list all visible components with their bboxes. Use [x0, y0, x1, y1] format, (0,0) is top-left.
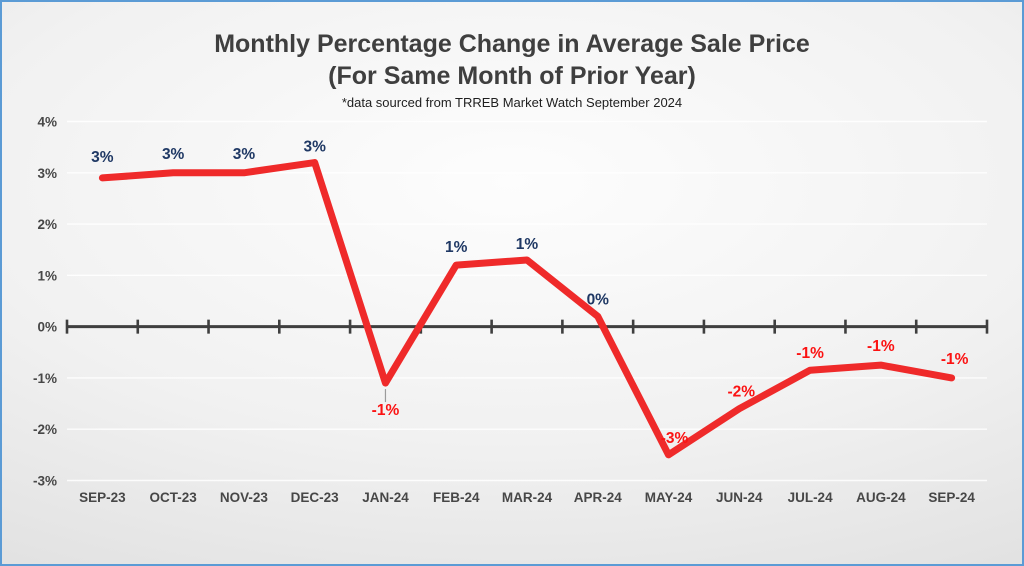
x-axis-label-JUN-24: JUN-24	[716, 490, 763, 505]
data-label-AUG-24: -1%	[867, 338, 895, 355]
x-axis-label-JAN-24: JAN-24	[362, 490, 409, 505]
y-axis-label-3%: 3%	[37, 166, 57, 181]
x-axis-label-AUG-24: AUG-24	[856, 490, 906, 505]
x-axis-label-MAY-24: MAY-24	[645, 490, 693, 505]
x-axis-label-SEP-24: SEP-24	[928, 490, 975, 505]
data-label-JAN-24: -1%	[372, 402, 400, 419]
data-label-DEC-23: 3%	[303, 139, 326, 156]
data-label-NOV-23: 3%	[233, 146, 256, 163]
y-axis-label--3%: -3%	[33, 474, 57, 489]
series-line	[98, 159, 956, 459]
y-axis-label-4%: 4%	[37, 115, 57, 130]
data-label-APR-24: 0%	[587, 291, 610, 308]
data-label-MAR-24: 1%	[516, 236, 539, 253]
data-label-JUN-24: -2%	[728, 384, 756, 401]
y-axis-label--2%: -2%	[33, 422, 57, 437]
y-axis-label-1%: 1%	[37, 268, 57, 283]
data-label-OCT-23: 3%	[162, 146, 185, 163]
x-axis-label-FEB-24: FEB-24	[433, 490, 480, 505]
data-label-SEP-24: -1%	[941, 351, 969, 368]
data-label-JUL-24: -1%	[796, 345, 824, 362]
y-axis-label-2%: 2%	[37, 217, 57, 232]
x-axis-label-APR-24: APR-24	[574, 490, 623, 505]
y-axis-label--1%: -1%	[33, 371, 57, 386]
x-axis-label-JUL-24: JUL-24	[788, 490, 834, 505]
x-axis-label-MAR-24: MAR-24	[502, 490, 553, 505]
data-label-FEB-24: 1%	[445, 239, 468, 256]
data-label-SEP-23: 3%	[91, 149, 114, 166]
y-axis-label-0%: 0%	[37, 320, 57, 335]
x-axis-label-SEP-23: SEP-23	[79, 490, 126, 505]
x-axis-label-DEC-23: DEC-23	[291, 490, 340, 505]
data-label-MAY-24: -3%	[661, 430, 689, 447]
x-axis-label-OCT-23: OCT-23	[150, 490, 198, 505]
x-axis-label-NOV-23: NOV-23	[220, 490, 269, 505]
